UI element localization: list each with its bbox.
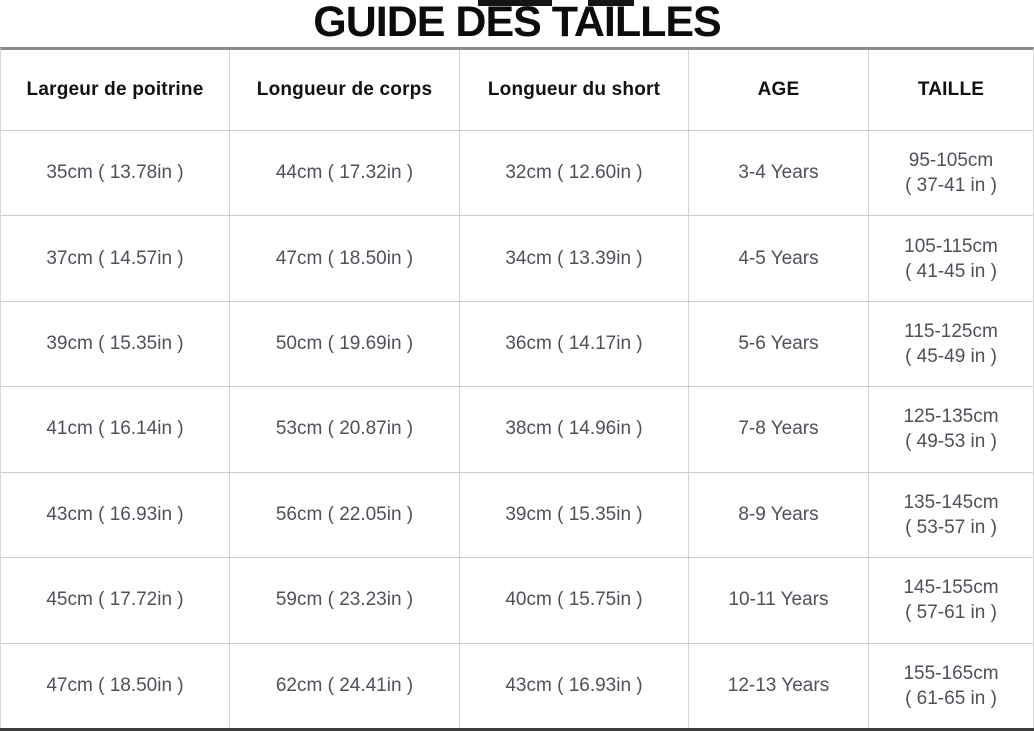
cell-short-length: 32cm ( 12.60in ) (460, 131, 689, 216)
taille-cm: 115-125cm (904, 321, 998, 343)
cell-age: 4-5 Years (689, 216, 869, 301)
table-row: 45cm ( 17.72in ) 59cm ( 23.23in ) 40cm (… (1, 557, 1033, 643)
taille-in: ( 41-45 in ) (905, 260, 997, 282)
cell-body-length: 62cm ( 24.41in ) (230, 643, 460, 728)
cell-chest-width: 41cm ( 16.14in ) (1, 387, 230, 472)
cell-body-length: 56cm ( 22.05in ) (230, 472, 460, 558)
cell-taille: 135-145cm ( 53-57 in ) (869, 473, 1033, 557)
top-crop-artifact (478, 0, 552, 6)
table-row: 47cm ( 18.50in ) 62cm ( 24.41in ) 43cm (… (1, 642, 1033, 728)
cell-age: 5-6 Years (689, 301, 869, 387)
cell-chest-width: 47cm ( 18.50in ) (1, 643, 230, 728)
cell-age: 7-8 Years (689, 387, 869, 472)
taille-cm: 145-155cm (903, 577, 999, 599)
table-row: 39cm ( 15.35in ) 50cm ( 19.69in ) 36cm (… (1, 300, 1033, 387)
column-header-body-length: Longueur de corps (230, 50, 460, 130)
cell-age: 3-4 Years (689, 131, 869, 216)
cell-chest-width: 45cm ( 17.72in ) (1, 558, 230, 643)
cell-age: 12-13 Years (689, 643, 869, 728)
cell-chest-width: 39cm ( 15.35in ) (1, 301, 230, 387)
taille-cm: 155-165cm (903, 662, 999, 684)
table-row: 43cm ( 16.93in ) 56cm ( 22.05in ) 39cm (… (1, 471, 1033, 558)
column-header-chest-width: Largeur de poitrine (1, 50, 230, 130)
taille-in: ( 53-57 in ) (905, 516, 997, 538)
cell-chest-width: 43cm ( 16.93in ) (1, 472, 230, 558)
cell-taille: 145-155cm ( 57-61 in ) (869, 558, 1033, 642)
page-title: GUIDE DES TAILLES (313, 0, 721, 46)
column-header-age: AGE (689, 50, 869, 130)
cell-age: 10-11 Years (689, 558, 869, 643)
cell-body-length: 47cm ( 18.50in ) (230, 216, 460, 301)
column-header-short-length: Longueur du short (460, 50, 689, 130)
taille-in: ( 49-53 in ) (905, 431, 997, 453)
cell-body-length: 50cm ( 19.69in ) (230, 301, 460, 387)
cell-taille: 95-105cm ( 37-41 in ) (869, 131, 1033, 215)
cell-short-length: 34cm ( 13.39in ) (460, 216, 689, 301)
cell-short-length: 43cm ( 16.93in ) (460, 643, 689, 728)
cell-age: 8-9 Years (689, 472, 869, 558)
cell-chest-width: 35cm ( 13.78in ) (1, 131, 230, 216)
size-table: Largeur de poitrine Longueur de corps Lo… (0, 47, 1034, 728)
table-row: 37cm ( 14.57in ) 47cm ( 18.50in ) 34cm (… (1, 215, 1033, 301)
taille-in: ( 45-49 in ) (905, 346, 997, 368)
cell-taille: 125-135cm ( 49-53 in ) (869, 387, 1033, 471)
table-row: 41cm ( 16.14in ) 53cm ( 20.87in ) 38cm (… (1, 386, 1033, 472)
taille-cm: 95-105cm (908, 150, 994, 172)
cell-body-length: 59cm ( 23.23in ) (230, 558, 460, 643)
taille-cm: 125-135cm (903, 406, 999, 428)
cell-short-length: 40cm ( 15.75in ) (460, 558, 689, 643)
cell-short-length: 39cm ( 15.35in ) (460, 472, 689, 558)
cell-short-length: 38cm ( 14.96in ) (460, 387, 689, 472)
taille-cm: 105-115cm (904, 235, 998, 257)
cell-body-length: 53cm ( 20.87in ) (230, 387, 460, 472)
taille-cm: 135-145cm (903, 491, 999, 513)
cell-taille: 105-115cm ( 41-45 in ) (869, 216, 1033, 300)
taille-in: ( 37-41 in ) (905, 175, 997, 197)
cell-taille: 115-125cm ( 45-49 in ) (869, 302, 1033, 386)
taille-in: ( 57-61 in ) (905, 602, 997, 624)
column-header-taille: TAILLE (917, 79, 985, 100)
top-crop-artifact (588, 0, 634, 6)
table-row: 35cm ( 13.78in ) 44cm ( 17.32in ) 32cm (… (1, 130, 1033, 216)
cell-body-length: 44cm ( 17.32in ) (230, 131, 460, 216)
cell-taille: 155-165cm ( 61-65 in ) (869, 644, 1033, 728)
cell-chest-width: 37cm ( 14.57in ) (1, 216, 230, 301)
cell-short-length: 36cm ( 14.17in ) (460, 301, 689, 387)
table-header-row: Largeur de poitrine Longueur de corps Lo… (1, 50, 1033, 130)
taille-in: ( 61-65 in ) (905, 687, 997, 709)
